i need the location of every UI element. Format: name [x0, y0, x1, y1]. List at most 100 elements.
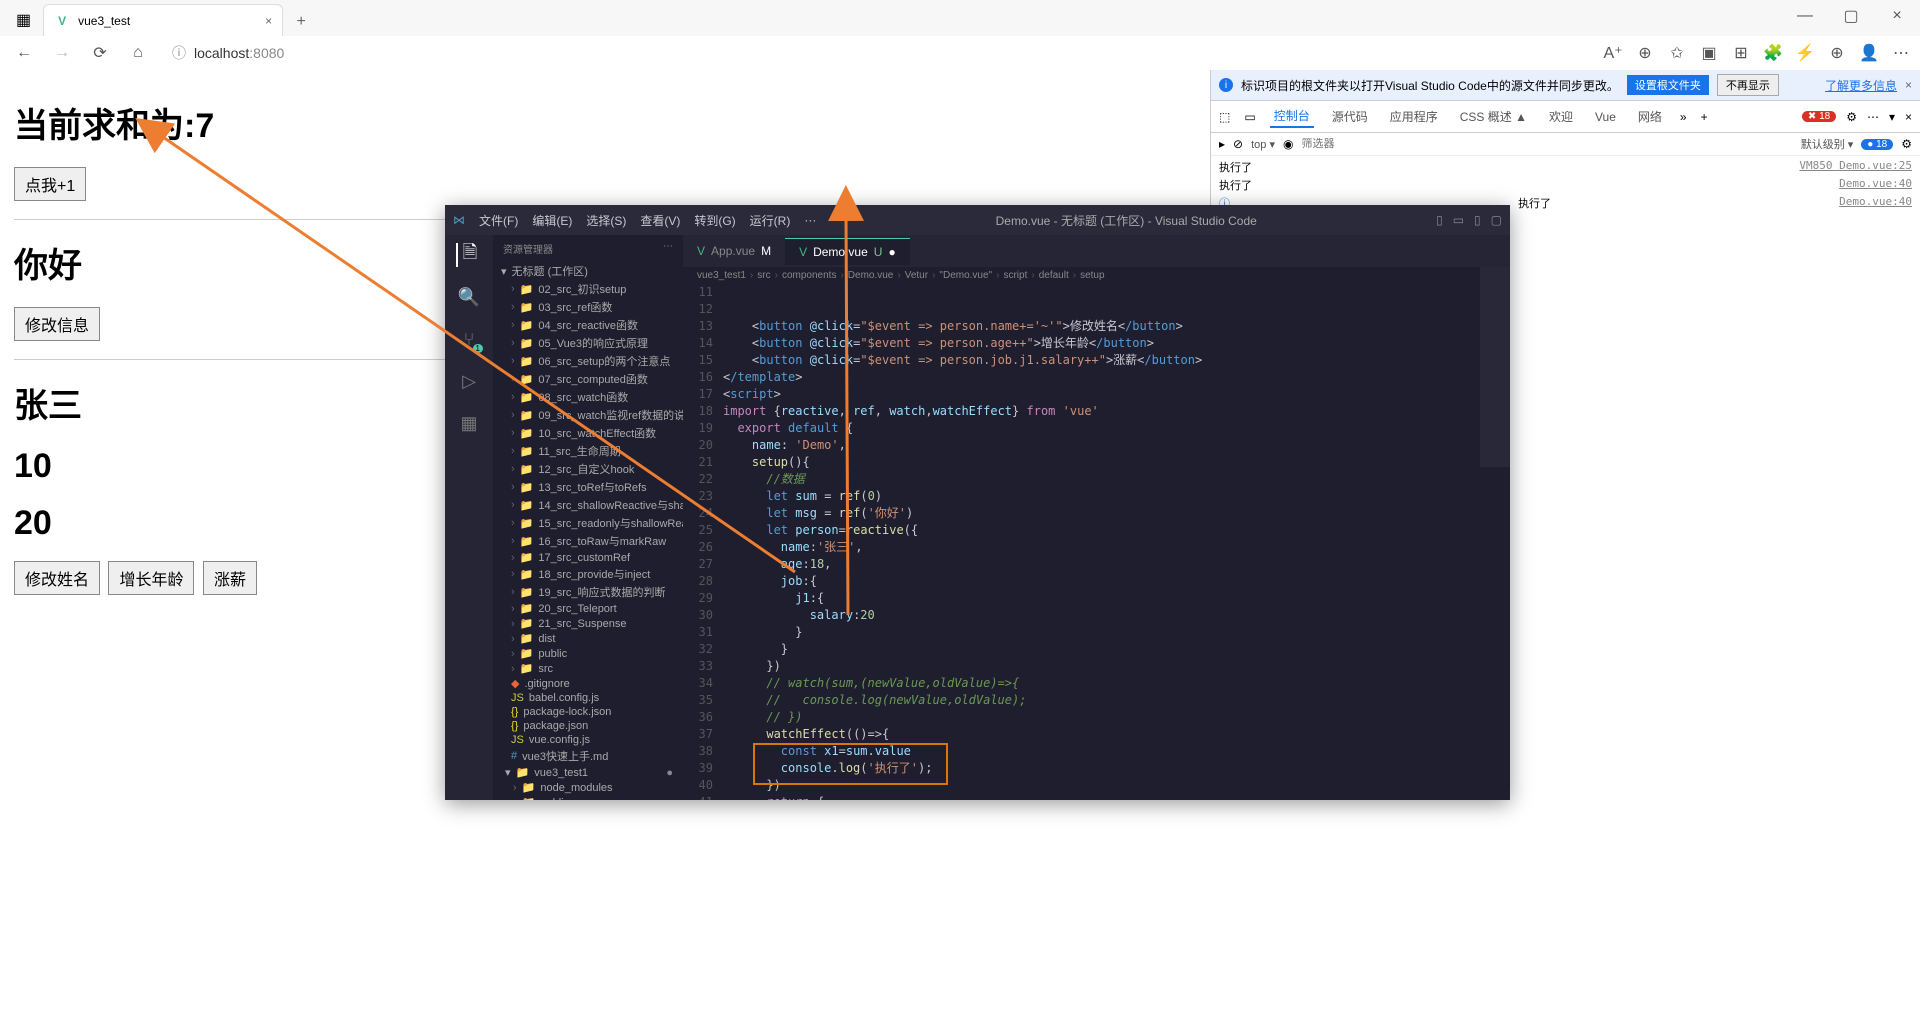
minimap[interactable] [1480, 267, 1510, 467]
tab-network[interactable]: 网络 [1634, 106, 1666, 127]
extension-icon[interactable]: ▣ [1700, 44, 1718, 62]
dock-icon[interactable]: ▾ [1889, 110, 1895, 124]
extension-puzzle-icon[interactable]: 🧩 [1764, 44, 1782, 62]
tree-folder[interactable]: › 📁 06_src_setup的两个注意点 [493, 352, 683, 370]
breadcrumb-item[interactable]: default [1039, 270, 1069, 281]
tree-folder[interactable]: › 📁 08_src_watch函数 [493, 388, 683, 406]
tab-console[interactable]: 控制台 [1270, 105, 1314, 128]
workspace-root[interactable]: ▾ 无标题 (工作区) [493, 262, 683, 280]
breadcrumb-item[interactable]: src [757, 270, 770, 281]
console-row[interactable]: 执行了Demo.vue:40 [1219, 176, 1912, 194]
console-row[interactable]: 执行了VM850 Demo.vue:25 [1219, 158, 1912, 176]
tab-vue[interactable]: Vue [1591, 108, 1620, 126]
modify-name-button[interactable]: 修改姓名 [14, 561, 100, 595]
add-tab-icon[interactable]: + [1701, 110, 1708, 124]
tree-folder[interactable]: › 📁 03_src_ref函数 [493, 298, 683, 316]
plus-one-button[interactable]: 点我+1 [14, 167, 86, 201]
tab-app[interactable]: 应用程序 [1386, 106, 1442, 127]
dont-show-button[interactable]: 不再显示 [1717, 74, 1779, 96]
tree-item[interactable]: {} package-lock.json [493, 705, 683, 719]
code-lines[interactable]: <button @click="$event => person.name+='… [723, 284, 1510, 800]
tab-close-icon[interactable]: × [265, 14, 272, 28]
layout-icon[interactable]: ▯ [1436, 213, 1443, 227]
breadcrumb[interactable]: vue3_test1›src›components›Demo.vue›Vetur… [683, 267, 1510, 284]
source-control-icon[interactable]: ⑂1 [457, 327, 481, 351]
debug-icon[interactable]: ▷ [457, 369, 481, 393]
tree-item[interactable]: # vue3快速上手.md [493, 747, 683, 765]
device-icon[interactable]: ▭ [1244, 110, 1255, 124]
menu-view[interactable]: 查看(V) [640, 212, 680, 229]
modify-info-button[interactable]: 修改信息 [14, 307, 100, 341]
breadcrumb-item[interactable]: setup [1080, 270, 1104, 281]
context-dropdown[interactable]: top ▾ [1251, 138, 1275, 151]
new-tab-button[interactable]: + [287, 8, 315, 36]
layout-icon[interactable]: ▢ [1491, 213, 1502, 227]
menu-select[interactable]: 选择(S) [586, 212, 626, 229]
clear-console-icon[interactable]: ⊘ [1233, 137, 1243, 151]
back-button[interactable]: ← [10, 39, 38, 67]
breadcrumb-item[interactable]: components [782, 270, 836, 281]
console-settings-icon[interactable]: ⚙ [1901, 137, 1912, 151]
tree-item[interactable]: › 📁 dist [493, 631, 683, 646]
explorer-icon[interactable]: 🗎 [456, 243, 480, 267]
level-dropdown[interactable]: 默认级别 ▾ [1801, 136, 1854, 152]
tree-folder[interactable]: › 📁 18_src_provide与inject [493, 565, 683, 583]
breadcrumb-item[interactable]: script [1003, 270, 1027, 281]
browser-tab[interactable]: V vue3_test × [43, 4, 283, 36]
url-input[interactable]: ⓘ localhost:8080 [162, 39, 1594, 67]
tree-folder[interactable]: › 📁 public [493, 795, 683, 800]
tree-folder[interactable]: › 📁 05_Vue3的响应式原理 [493, 334, 683, 352]
inspect-icon[interactable]: ⬚ [1219, 110, 1230, 124]
tree-folder[interactable]: › 📁 09_src_watch监视ref数据的说明 [493, 406, 683, 424]
tree-item[interactable]: {} package.json [493, 719, 683, 733]
menu-goto[interactable]: 转到(G) [694, 212, 735, 229]
error-badge[interactable]: ✖ 18 [1802, 111, 1836, 122]
filter-input[interactable] [1301, 138, 1792, 150]
info-badge[interactable]: ● 18 [1861, 139, 1893, 150]
tree-folder[interactable]: › 📁 10_src_watchEffect函数 [493, 424, 683, 442]
more-icon[interactable]: ⋯ [1892, 44, 1910, 62]
tree-folder[interactable]: ▾ 📁 vue3_test1 ● [493, 765, 683, 780]
code-editor[interactable]: 1112131415161718192021222324252627282930… [683, 284, 1510, 800]
banner-close-icon[interactable]: × [1905, 78, 1912, 92]
tree-item[interactable]: › 📁 public [493, 646, 683, 661]
tree-folder[interactable]: › 📁 15_src_readonly与shallowReadonly [493, 514, 683, 532]
eye-icon[interactable]: ◉ [1283, 137, 1293, 151]
menu-file[interactable]: 文件(F) [479, 212, 518, 229]
menu-more[interactable]: ··· [804, 213, 816, 227]
settings-icon[interactable]: ⚙ [1846, 110, 1857, 124]
tree-folder[interactable]: › 📁 12_src_自定义hook [493, 460, 683, 478]
layout-icon[interactable]: ▯ [1474, 213, 1481, 227]
tree-folder[interactable]: › 📁 16_src_toRaw与markRaw [493, 532, 683, 550]
tab-actions-icon[interactable]: ▦ [8, 4, 39, 36]
set-root-button[interactable]: 设置根文件夹 [1627, 75, 1709, 95]
search-icon[interactable]: 🔍 [457, 285, 481, 309]
tree-folder[interactable]: › 📁 14_src_shallowReactive与shallowRef [493, 496, 683, 514]
menu-edit[interactable]: 编辑(E) [532, 212, 572, 229]
tree-folder[interactable]: › 📁 21_src_Suspense [493, 616, 683, 631]
tree-item[interactable]: ◆ .gitignore [493, 676, 683, 691]
tab-css[interactable]: CSS 概述 ▲ [1456, 106, 1531, 127]
breadcrumb-item[interactable]: "Demo.vue" [939, 270, 992, 281]
tree-folder[interactable]: › 📁 19_src_响应式数据的判断 [493, 583, 683, 601]
tree-folder[interactable]: › 📁 node_modules [493, 780, 683, 795]
collections-icon[interactable]: ⊞ [1732, 44, 1750, 62]
home-button[interactable]: ⌂ [124, 39, 152, 67]
raise-salary-button[interactable]: 涨薪 [203, 561, 257, 595]
read-aloud-icon[interactable]: A⁺ [1604, 44, 1622, 62]
refresh-button[interactable]: ⟳ [86, 39, 114, 67]
tree-folder[interactable]: › 📁 02_src_初识setup [493, 280, 683, 298]
more-tabs-icon[interactable]: » [1680, 110, 1687, 124]
performance-icon[interactable]: ⚡ [1796, 44, 1814, 62]
tab-welcome[interactable]: 欢迎 [1545, 106, 1577, 127]
tree-folder[interactable]: › 📁 20_src_Teleport [493, 601, 683, 616]
sidebar-more-icon[interactable]: ⋯ [663, 241, 673, 256]
window-maximize[interactable]: ▢ [1828, 0, 1874, 32]
extensions-icon[interactable]: ▦ [457, 411, 481, 435]
breadcrumb-item[interactable]: vue3_test1 [697, 270, 746, 281]
tab-sources[interactable]: 源代码 [1328, 106, 1372, 127]
tree-folder[interactable]: › 📁 11_src_生命周期 [493, 442, 683, 460]
editor-tab-demo[interactable]: V Demo.vue U ● [785, 238, 910, 265]
breadcrumb-item[interactable]: Demo.vue [848, 270, 894, 281]
zoom-icon[interactable]: ⊕ [1636, 44, 1654, 62]
